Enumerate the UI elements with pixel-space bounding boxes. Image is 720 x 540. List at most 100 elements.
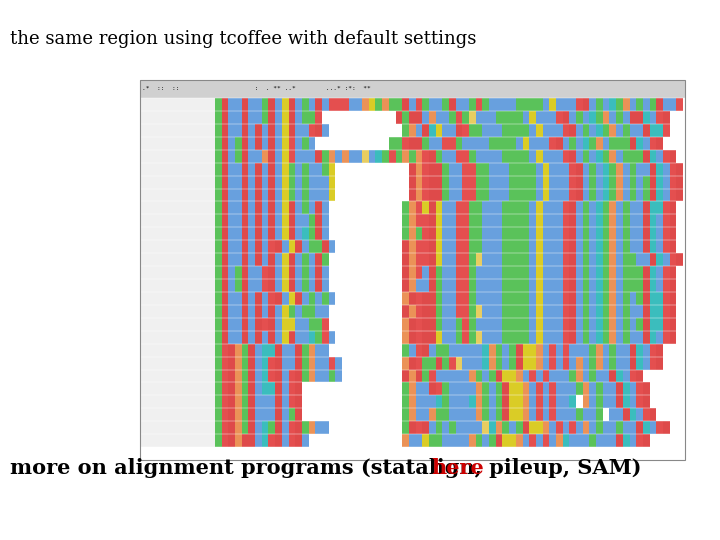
Bar — [549, 124, 556, 137]
Bar — [228, 150, 235, 163]
Bar — [315, 240, 322, 253]
Bar — [282, 163, 289, 176]
Bar — [289, 240, 295, 253]
Bar — [436, 137, 442, 150]
Bar — [415, 240, 422, 253]
Bar — [649, 201, 656, 214]
Bar — [402, 201, 409, 214]
Bar — [643, 111, 649, 124]
Bar — [536, 201, 543, 214]
Bar — [489, 330, 496, 343]
Bar — [275, 150, 282, 163]
Bar — [429, 240, 436, 253]
Bar — [482, 253, 489, 266]
Bar — [489, 408, 496, 421]
Bar — [269, 279, 275, 292]
Bar — [235, 434, 242, 447]
Bar — [616, 356, 623, 369]
Bar — [469, 292, 476, 305]
Bar — [503, 201, 509, 214]
Bar — [269, 201, 275, 214]
Bar — [255, 408, 262, 421]
Bar — [570, 188, 576, 201]
Bar — [556, 227, 562, 240]
Bar — [289, 214, 295, 227]
Bar — [295, 395, 302, 408]
Bar — [629, 356, 636, 369]
Bar — [215, 330, 222, 343]
Bar — [442, 395, 449, 408]
Bar — [140, 176, 215, 188]
Bar — [556, 382, 562, 395]
Bar — [235, 305, 242, 318]
Bar — [469, 227, 476, 240]
Bar — [509, 292, 516, 305]
Bar — [629, 253, 636, 266]
Bar — [295, 408, 302, 421]
Bar — [409, 343, 415, 356]
Bar — [235, 318, 242, 330]
Bar — [402, 111, 409, 124]
Bar — [476, 356, 482, 369]
Bar — [295, 176, 302, 188]
Bar — [536, 253, 543, 266]
Bar — [482, 240, 489, 253]
Bar — [609, 395, 616, 408]
Bar — [543, 227, 549, 240]
Bar — [295, 163, 302, 176]
Bar — [536, 266, 543, 279]
Bar — [295, 343, 302, 356]
Bar — [549, 201, 556, 214]
Bar — [482, 188, 489, 201]
Bar — [562, 305, 570, 318]
Bar — [503, 343, 509, 356]
Bar — [215, 176, 222, 188]
Bar — [549, 188, 556, 201]
Bar — [402, 434, 409, 447]
Bar — [415, 382, 422, 395]
Bar — [215, 382, 222, 395]
Bar — [576, 382, 582, 395]
Bar — [215, 163, 222, 176]
Bar — [228, 292, 235, 305]
Bar — [523, 214, 529, 227]
Bar — [269, 150, 275, 163]
Bar — [436, 253, 442, 266]
Bar — [222, 137, 228, 150]
Bar — [442, 318, 449, 330]
Bar — [582, 253, 590, 266]
Bar — [596, 240, 603, 253]
Bar — [429, 382, 436, 395]
Bar — [248, 395, 255, 408]
Bar — [275, 330, 282, 343]
Bar — [140, 124, 215, 137]
Bar — [509, 214, 516, 227]
Bar — [590, 266, 596, 279]
Bar — [643, 292, 649, 305]
Bar — [442, 214, 449, 227]
Bar — [309, 253, 315, 266]
Bar — [629, 163, 636, 176]
Bar — [516, 279, 523, 292]
Bar — [570, 434, 576, 447]
Bar — [275, 369, 282, 382]
Bar — [596, 227, 603, 240]
Bar — [523, 227, 529, 240]
Bar — [429, 137, 436, 150]
Bar — [295, 434, 302, 447]
Bar — [596, 176, 603, 188]
Bar — [275, 253, 282, 266]
Bar — [262, 266, 269, 279]
Bar — [295, 330, 302, 343]
Bar — [576, 279, 582, 292]
Bar — [275, 421, 282, 434]
Bar — [496, 318, 503, 330]
Bar — [222, 356, 228, 369]
Bar — [402, 421, 409, 434]
Bar — [336, 98, 342, 111]
Bar — [489, 137, 496, 150]
Bar — [422, 150, 429, 163]
Bar — [275, 343, 282, 356]
Bar — [609, 253, 616, 266]
Bar — [402, 279, 409, 292]
